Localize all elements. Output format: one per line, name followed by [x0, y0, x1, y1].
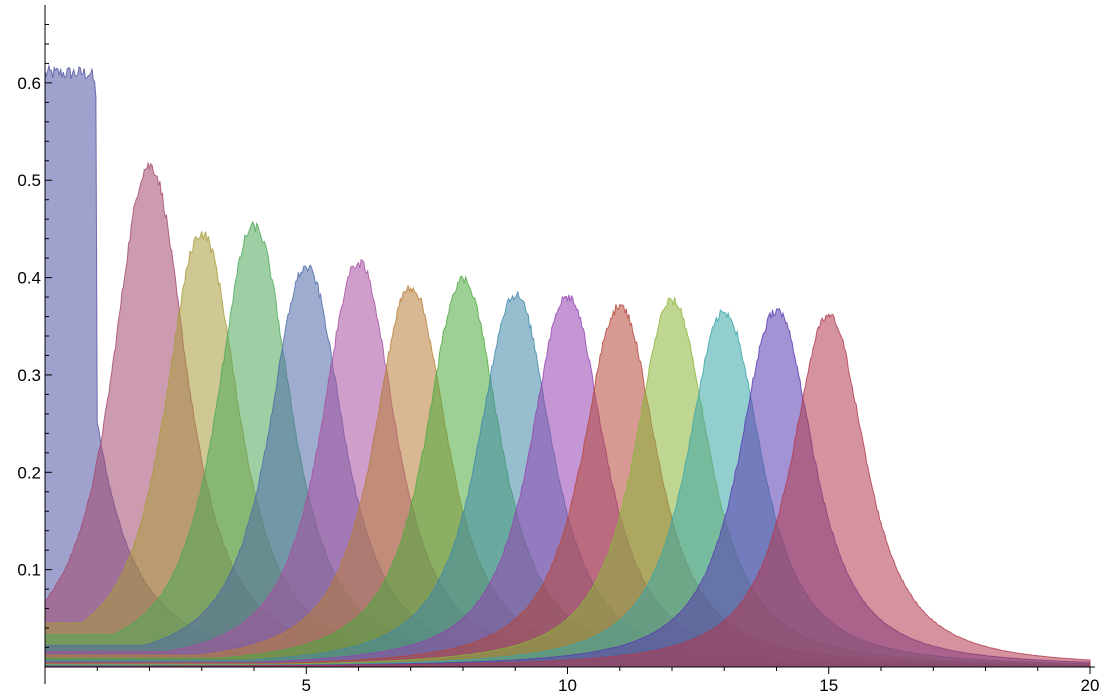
x-tick-label: 15: [819, 676, 838, 695]
distribution-area-15: [44, 313, 1091, 668]
x-tick-label: 10: [558, 676, 577, 695]
x-ticks: 5 10 15 20: [96, 667, 1100, 695]
y-tick-label: 0.2: [17, 463, 41, 482]
y-tick-label: 0.6: [17, 74, 41, 93]
x-tick-label: 5: [302, 676, 311, 695]
y-ticks: 0.1 0.2 0.3 0.4 0.5 0.6: [17, 23, 52, 649]
y-tick-label: 0.3: [17, 366, 41, 385]
x-tick-label: 20: [1081, 676, 1100, 695]
axes: [44, 5, 1095, 684]
y-tick-label: 0.5: [17, 171, 41, 190]
y-tick-label: 0.1: [17, 561, 41, 580]
plot-area: [44, 63, 1091, 668]
y-tick-label: 0.4: [17, 269, 41, 288]
